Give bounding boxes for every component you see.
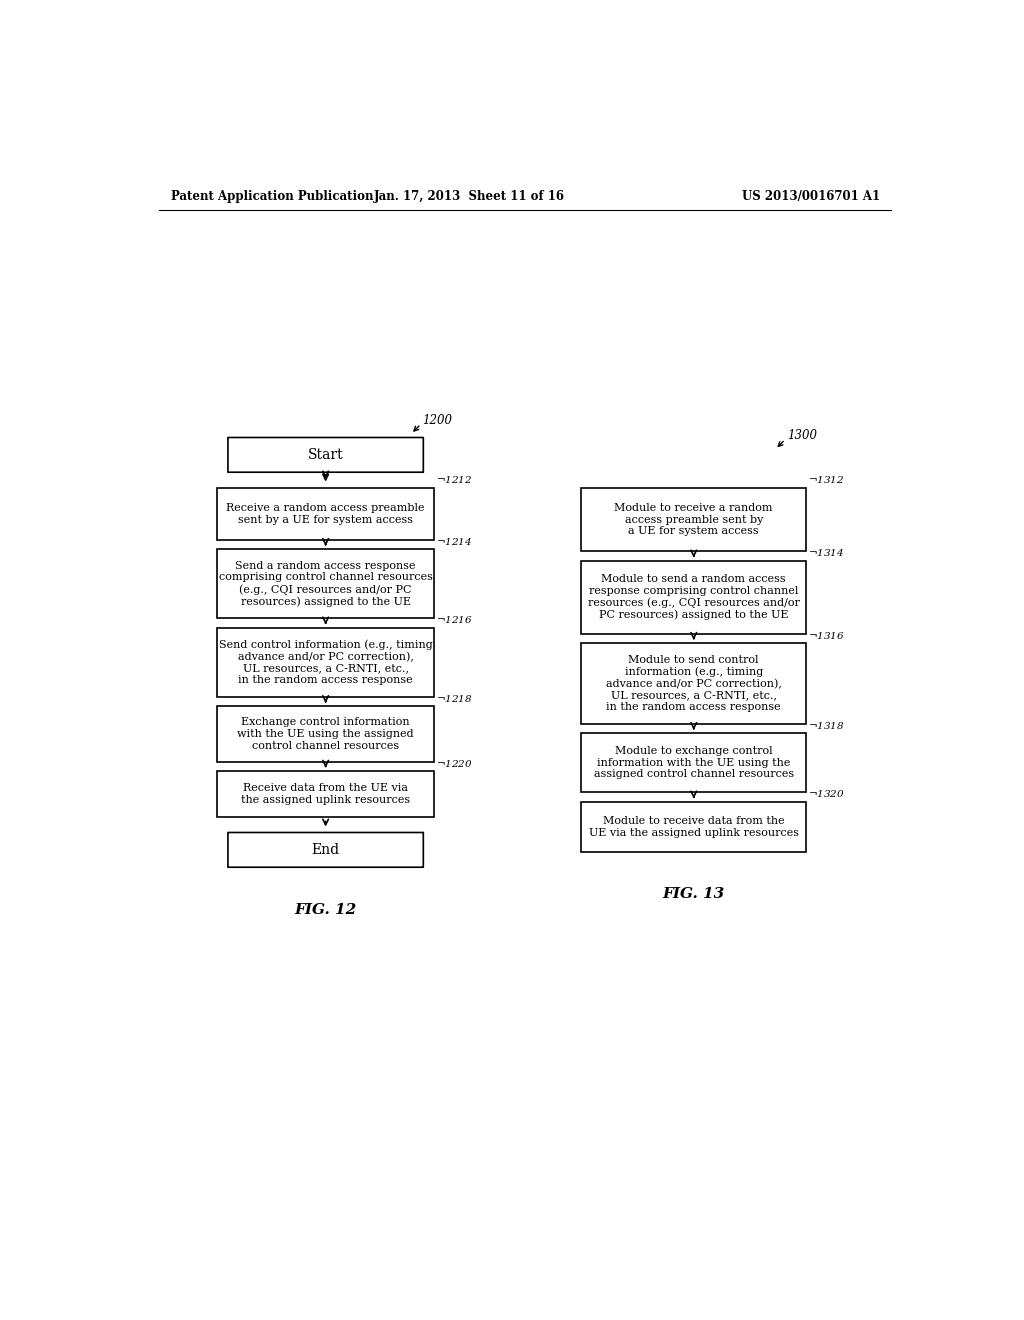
- Text: Module to exchange control
information with the UE using the
assigned control ch: Module to exchange control information w…: [594, 746, 794, 779]
- Text: US 2013/0016701 A1: US 2013/0016701 A1: [741, 190, 880, 203]
- Text: Jan. 17, 2013  Sheet 11 of 16: Jan. 17, 2013 Sheet 11 of 16: [374, 190, 564, 203]
- Text: Send control information (e.g., timing
advance and/or PC correction),
UL resourc: Send control information (e.g., timing a…: [219, 639, 432, 685]
- Text: $\mathsf{\neg}$1220: $\mathsf{\neg}$1220: [436, 758, 473, 768]
- Text: End: End: [311, 843, 340, 857]
- Bar: [217, 549, 434, 619]
- Text: $\mathsf{\neg}$1216: $\mathsf{\neg}$1216: [436, 614, 473, 626]
- Text: 1200: 1200: [423, 413, 453, 426]
- Bar: [217, 706, 434, 762]
- Text: $\mathsf{\neg}$1316: $\mathsf{\neg}$1316: [809, 630, 845, 640]
- Bar: [582, 487, 806, 552]
- Text: $\mathsf{\neg}$1214: $\mathsf{\neg}$1214: [436, 536, 473, 546]
- Text: Module to receive data from the
UE via the assigned uplink resources: Module to receive data from the UE via t…: [589, 816, 799, 838]
- Bar: [217, 487, 434, 540]
- Text: 1300: 1300: [786, 429, 817, 442]
- Text: FIG. 13: FIG. 13: [663, 887, 725, 902]
- FancyBboxPatch shape: [228, 833, 423, 867]
- Text: $\mathsf{\neg}$1318: $\mathsf{\neg}$1318: [809, 719, 845, 731]
- Text: Start: Start: [308, 447, 343, 462]
- Text: $\mathsf{\neg}$1218: $\mathsf{\neg}$1218: [436, 693, 473, 704]
- Bar: [582, 733, 806, 792]
- Text: $\mathsf{\neg}$1312: $\mathsf{\neg}$1312: [809, 474, 845, 486]
- Bar: [582, 561, 806, 634]
- Text: $\mathsf{\neg}$1320: $\mathsf{\neg}$1320: [809, 788, 845, 800]
- Bar: [217, 771, 434, 817]
- Bar: [217, 628, 434, 697]
- Text: Exchange control information
with the UE using the assigned
control channel reso: Exchange control information with the UE…: [238, 717, 414, 751]
- Text: Send a random access response
comprising control channel resources
(e.g., CQI re: Send a random access response comprising…: [219, 561, 432, 607]
- Bar: [582, 801, 806, 851]
- Text: Receive a random access preamble
sent by a UE for system access: Receive a random access preamble sent by…: [226, 503, 425, 524]
- Text: Module to send a random access
response comprising control channel
resources (e.: Module to send a random access response …: [588, 574, 800, 620]
- Text: $\mathsf{\neg}$1212: $\mathsf{\neg}$1212: [436, 474, 473, 486]
- Text: Receive data from the UE via
the assigned uplink resources: Receive data from the UE via the assigne…: [241, 783, 411, 805]
- FancyBboxPatch shape: [228, 437, 423, 473]
- Text: Module to send control
information (e.g., timing
advance and/or PC correction),
: Module to send control information (e.g.…: [606, 655, 781, 713]
- Text: $\mathsf{\neg}$1314: $\mathsf{\neg}$1314: [809, 548, 845, 558]
- Bar: [582, 643, 806, 723]
- Text: Patent Application Publication: Patent Application Publication: [171, 190, 373, 203]
- Text: Module to receive a random
access preamble sent by
a UE for system access: Module to receive a random access preamb…: [614, 503, 773, 536]
- Text: FIG. 12: FIG. 12: [295, 903, 356, 916]
